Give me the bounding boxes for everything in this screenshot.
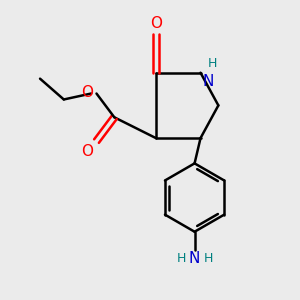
Text: O: O (82, 144, 94, 159)
Text: O: O (150, 16, 162, 31)
Text: N: N (202, 74, 213, 89)
Text: H: H (176, 252, 186, 265)
Text: H: H (208, 57, 217, 70)
Text: O: O (82, 85, 94, 100)
Text: N: N (189, 251, 200, 266)
Text: H: H (203, 252, 213, 265)
